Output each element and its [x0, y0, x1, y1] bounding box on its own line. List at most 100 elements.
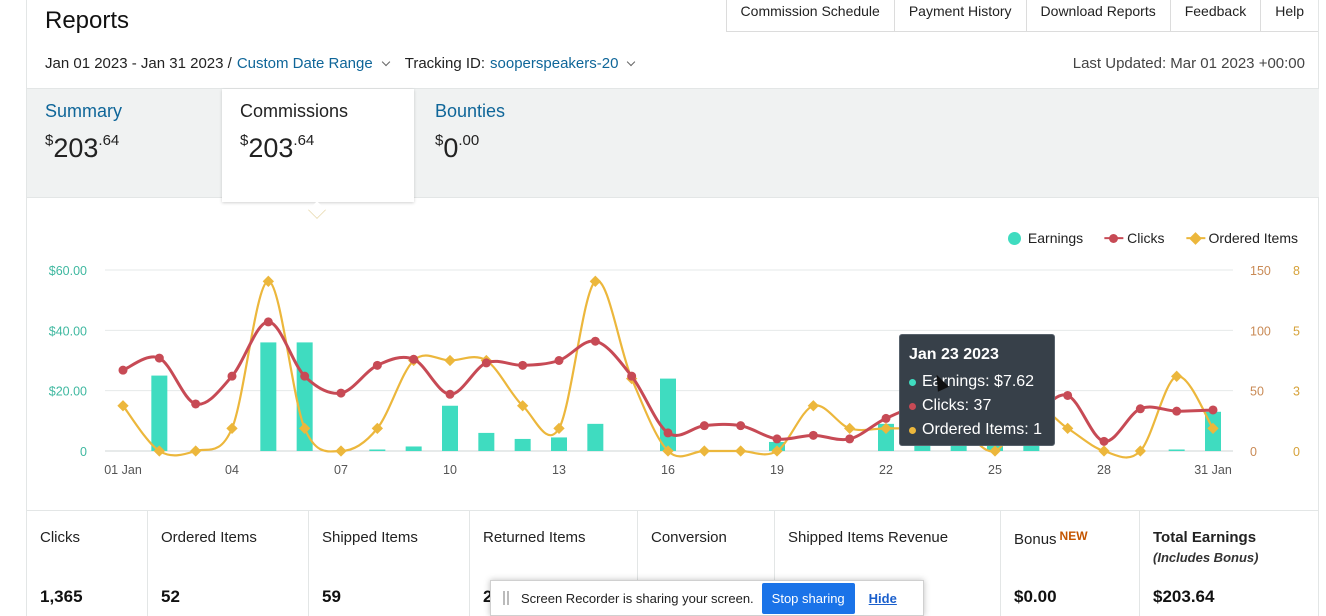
custom-date-range-link[interactable]: Custom Date Range: [236, 55, 373, 72]
clicks-point: [808, 430, 818, 440]
ordered-items-point: [662, 445, 674, 457]
summary-value: $203.64: [1153, 587, 1215, 606]
ordered-items-point: [807, 400, 819, 412]
top-navigation: Commission Schedule Payment History Down…: [725, 0, 1318, 32]
clicks-point: [1172, 406, 1182, 416]
chevron-down-icon[interactable]: [627, 57, 636, 67]
earnings-bar: [878, 423, 894, 451]
nav-help[interactable]: Help: [1275, 3, 1304, 19]
summary-shipped-items: Shipped Items 59: [309, 511, 470, 616]
clicks-point: [1099, 436, 1109, 446]
amount-main: 203: [248, 133, 294, 163]
x-tick-label: 28: [1097, 463, 1111, 477]
hide-recorder-link[interactable]: Hide: [868, 590, 897, 606]
chevron-down-icon[interactable]: [381, 57, 390, 67]
legend-ordered-items[interactable]: Ordered Items: [1188, 230, 1298, 246]
clicks-point: [409, 354, 419, 364]
ordered-dot-icon: [909, 426, 916, 434]
earnings-bar: [1168, 449, 1185, 451]
nav-commission-schedule[interactable]: Commission Schedule: [727, 0, 895, 31]
clicks-point: [336, 388, 346, 398]
summary-clicks: Clicks 1,365: [27, 511, 148, 616]
nav-payment-history[interactable]: Payment History: [895, 0, 1027, 31]
ordered-items-point: [880, 422, 892, 435]
ordered-items-point: [1207, 422, 1219, 435]
y-tick-label-ordered: 3: [1293, 385, 1300, 399]
summary-conversion: Conversion: [638, 511, 775, 616]
x-tick-label: 19: [770, 463, 784, 477]
nav-feedback[interactable]: Feedback: [1171, 0, 1262, 31]
ordered-items-point: [517, 400, 529, 412]
tooltip-ordered: Ordered Items: 1: [909, 418, 1045, 442]
earnings-bar: [587, 423, 604, 451]
clicks-point: [881, 413, 891, 423]
legend-clicks[interactable]: Clicks: [1107, 230, 1165, 246]
tooltip-ordered-text: Ordered Items: 1: [922, 421, 1043, 438]
chart-tooltip: Jan 23 2023 Earnings: $7.62 Clicks: 37 O…: [899, 334, 1055, 446]
y-tick-label-ordered: 5: [1293, 324, 1300, 338]
clicks-point: [772, 434, 782, 444]
clicks-point: [845, 434, 855, 444]
summary-label: Bonus NEW: [1014, 529, 1126, 548]
clicks-point: [1063, 390, 1073, 400]
tracking-id-label: Tracking ID:: [404, 55, 486, 72]
clicks-point: [300, 371, 310, 381]
legend-earnings[interactable]: Earnings: [1007, 230, 1084, 246]
tracking-id-dropdown[interactable]: sooperspeakers-20: [490, 55, 619, 72]
clicks-point: [1135, 404, 1145, 414]
ordered-items-point: [698, 445, 710, 457]
clicks-marker-icon: [1107, 231, 1121, 245]
drag-handle-icon[interactable]: [503, 591, 509, 605]
clicks-dot-icon: [909, 402, 916, 410]
y-tick-label-clicks: 100: [1250, 324, 1271, 338]
amount-cents: .00: [458, 132, 480, 149]
date-range-text: Jan 01 2023 - Jan 31 2023 /: [45, 55, 232, 72]
tooltip-date: Jan 23 2023: [909, 346, 999, 363]
tab-bounties[interactable]: Bounties $0.00: [417, 89, 617, 199]
summary-value: 52: [161, 587, 180, 606]
legend-label: Ordered Items: [1208, 230, 1298, 246]
ordered-items-point: [226, 422, 238, 435]
y-tick-label-ordered: 8: [1293, 264, 1300, 278]
summary-shipped-revenue: Shipped Items Revenue: [775, 511, 1001, 616]
y-tick-label-clicks: 150: [1250, 264, 1271, 278]
earnings-bar: [660, 378, 676, 451]
earnings-bar: [369, 449, 386, 451]
earnings-dot-icon: [909, 378, 916, 386]
nav-download-reports[interactable]: Download Reports: [1027, 0, 1171, 31]
x-tick-label: 04: [225, 463, 239, 477]
summary-label: Shipped Items: [322, 529, 418, 546]
legend-label: Earnings: [1027, 230, 1084, 246]
amount-cents: .64: [98, 132, 120, 149]
summary-table: Clicks 1,365 Ordered Items 52 Shipped It…: [27, 510, 1319, 616]
clicks-point: [481, 358, 491, 368]
earnings-bar: [514, 438, 531, 451]
summary-label: Clicks: [40, 529, 80, 546]
clicks-point: [227, 371, 237, 381]
tab-commissions[interactable]: Commissions $203.64: [222, 89, 414, 202]
earnings-bar: [405, 446, 422, 451]
tab-label: Summary: [45, 101, 123, 121]
y-tick-label-ordered: 0: [1293, 445, 1300, 459]
clicks-point: [518, 360, 528, 370]
ordered-items-point: [190, 445, 202, 457]
clicks-point: [627, 371, 637, 381]
summary-label: Total Earnings: [1153, 529, 1257, 546]
summary-returned-items: Returned Items 2: [470, 511, 638, 616]
stop-sharing-button[interactable]: Stop sharing: [761, 582, 855, 614]
amount-main: 203: [53, 133, 99, 163]
ordered-items-marker-icon: [1188, 231, 1202, 245]
recorder-message: Screen Recorder is sharing your screen.: [521, 590, 754, 606]
ordered-items-point: [153, 445, 165, 457]
clicks-point: [663, 428, 673, 438]
summary-total-earnings: Total Earnings (Includes Bonus) $203.64: [1140, 511, 1319, 616]
tab-summary[interactable]: Summary $203.64: [27, 89, 222, 199]
ordered-items-point: [1098, 445, 1110, 457]
clicks-point: [590, 336, 600, 346]
ordered-items-point: [735, 445, 747, 457]
chart-svg: 0 $20.00 $40.00 $60.00 0 50 100 150 0 3 5 8 01 Jan 04…: [49, 264, 1300, 477]
tab-label: Commissions: [240, 101, 349, 121]
page-title: Reports: [45, 7, 130, 34]
report-tabs: Summary $203.64 Commissions $203.64 Boun…: [27, 88, 1319, 202]
summary-value: $0.00: [1014, 587, 1057, 606]
